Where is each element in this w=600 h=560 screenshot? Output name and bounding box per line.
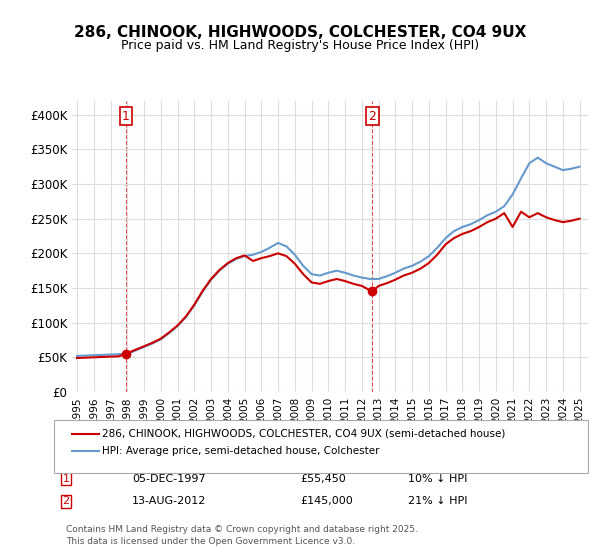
Text: Price paid vs. HM Land Registry's House Price Index (HPI): Price paid vs. HM Land Registry's House … — [121, 39, 479, 52]
Text: 05-DEC-1997: 05-DEC-1997 — [132, 474, 206, 484]
Text: HPI: Average price, semi-detached house, Colchester: HPI: Average price, semi-detached house,… — [102, 446, 380, 456]
Text: 286, CHINOOK, HIGHWOODS, COLCHESTER, CO4 9UX: 286, CHINOOK, HIGHWOODS, COLCHESTER, CO4… — [74, 25, 526, 40]
Text: 21% ↓ HPI: 21% ↓ HPI — [408, 496, 467, 506]
Text: 2: 2 — [62, 496, 70, 506]
Text: Contains HM Land Registry data © Crown copyright and database right 2025.
This d: Contains HM Land Registry data © Crown c… — [66, 525, 418, 546]
Text: 13-AUG-2012: 13-AUG-2012 — [132, 496, 206, 506]
Text: 1: 1 — [62, 474, 70, 484]
Text: 286, CHINOOK, HIGHWOODS, COLCHESTER, CO4 9UX (semi-detached house): 286, CHINOOK, HIGHWOODS, COLCHESTER, CO4… — [102, 429, 505, 439]
Text: 1: 1 — [122, 110, 130, 123]
Text: 10% ↓ HPI: 10% ↓ HPI — [408, 474, 467, 484]
Text: £55,450: £55,450 — [300, 474, 346, 484]
Text: 2: 2 — [368, 110, 376, 123]
Text: £145,000: £145,000 — [300, 496, 353, 506]
